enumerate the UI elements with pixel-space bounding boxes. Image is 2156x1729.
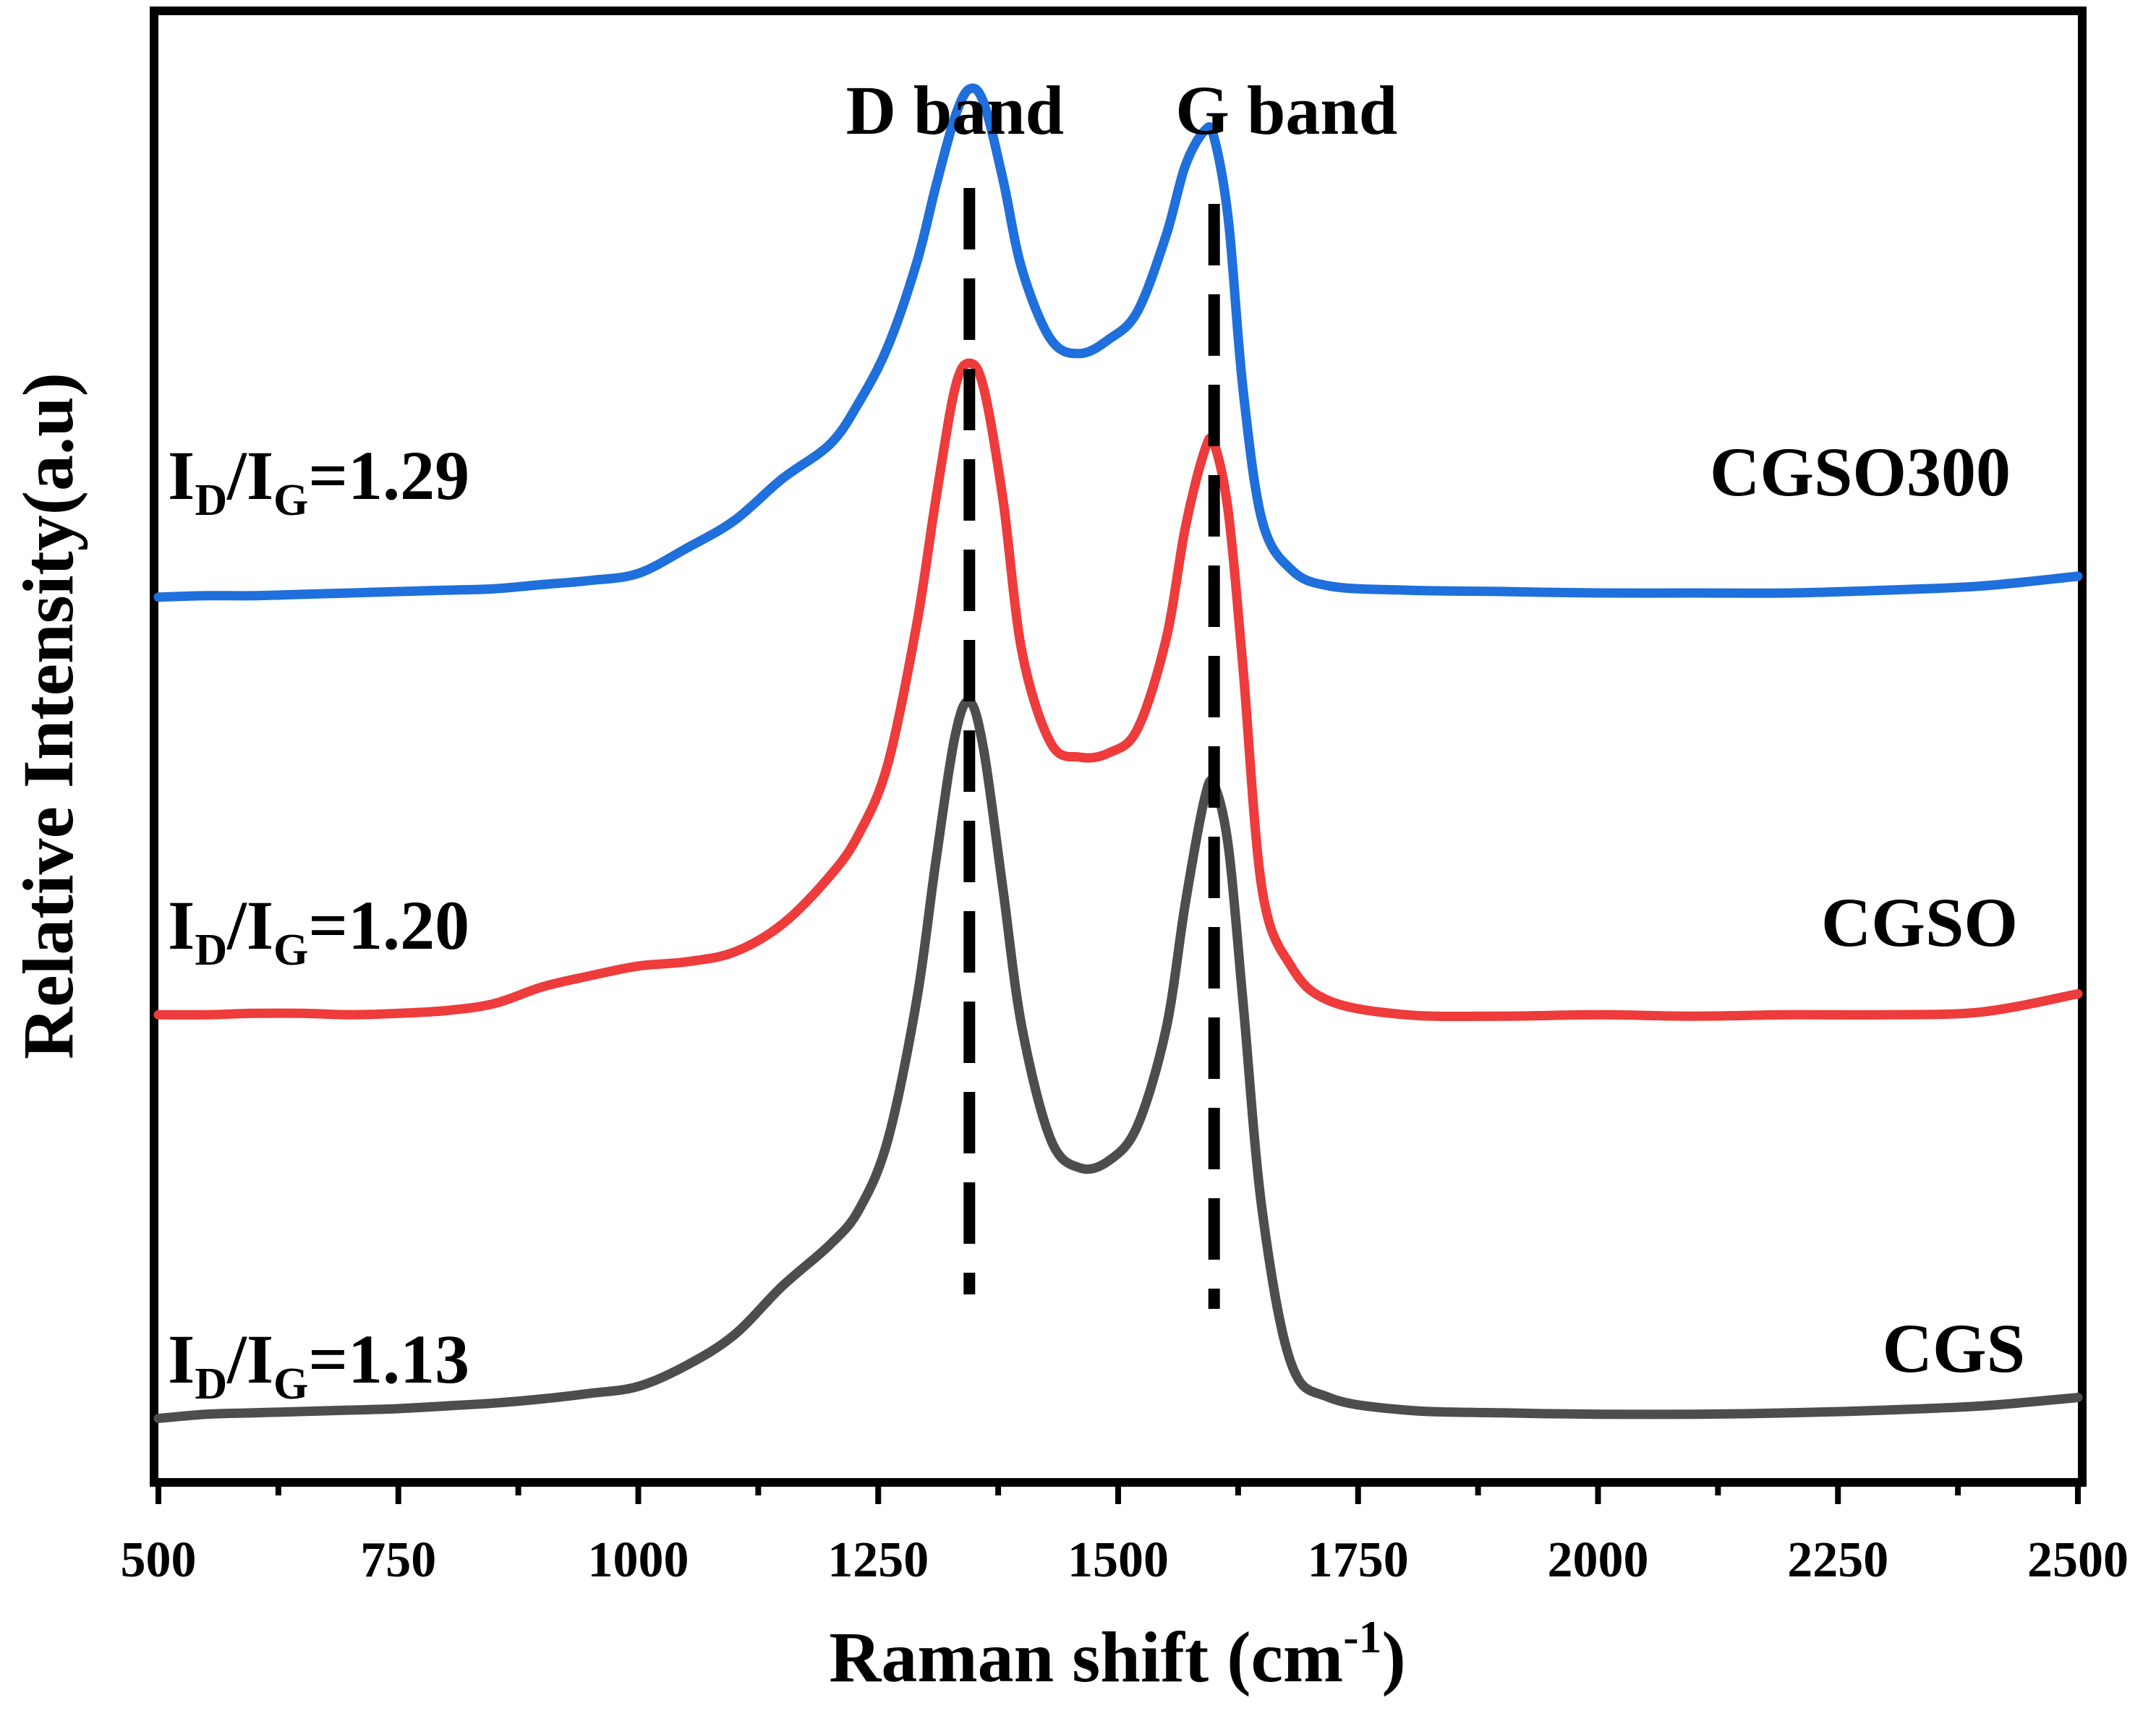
ratio-label-cgs: ID/IG=1.13 (168, 1320, 469, 1409)
series-label-cgso300: CGSO300 (1710, 433, 2011, 511)
x-tick-label: 750 (360, 1532, 436, 1588)
x-tick-label: 1250 (827, 1532, 929, 1588)
x-tick-label: 1000 (588, 1532, 689, 1588)
x-tick-label: 1500 (1068, 1532, 1169, 1588)
series-label-cgso: CGSO (1821, 884, 2018, 961)
series-line-cgso (153, 358, 2083, 1022)
series-layer (153, 83, 2083, 1423)
x-tick-label: 2250 (1787, 1532, 1888, 1588)
x-axis-title: Raman shift (cm-1) (829, 1611, 1406, 1697)
series-line-cgs (153, 696, 2083, 1423)
ratio-label-cgso300: ID/IG=1.29 (168, 437, 469, 525)
g-band-label: G band (1175, 72, 1397, 149)
x-tick-label: 500 (121, 1532, 197, 1588)
ratio-label-cgso: ID/IG=1.20 (168, 887, 469, 975)
d-band-label: D band (846, 72, 1065, 149)
x-tick-label: 2000 (1548, 1532, 1649, 1588)
y-axis-title: Relative Intensity(a.u) (8, 372, 88, 1059)
series-line-cgso300 (153, 83, 2083, 602)
x-tick-label: 1750 (1308, 1532, 1409, 1588)
x-axis-ticks: 500 750 1000 1250 1500 1750 2000 2250 2500 (121, 1482, 2129, 1588)
x-tick-label: 2500 (2027, 1532, 2129, 1588)
series-label-cgs: CGS (1883, 1310, 2025, 1387)
